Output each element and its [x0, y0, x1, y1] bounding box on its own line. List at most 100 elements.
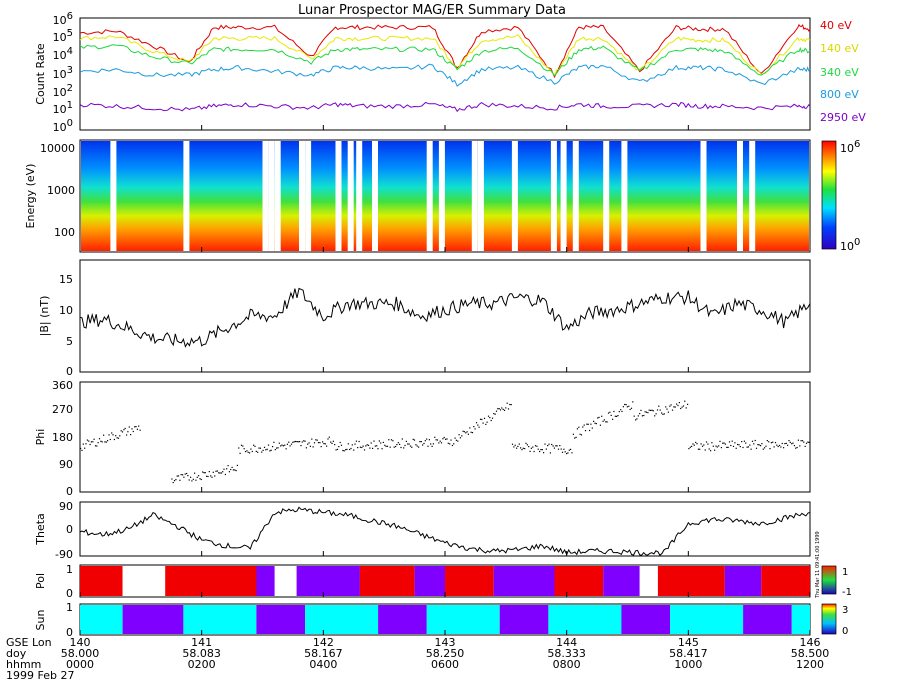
phi-point — [124, 427, 126, 430]
phi-point — [366, 444, 368, 446]
spectrogram-gap-12 — [438, 141, 445, 251]
phi-point — [749, 444, 751, 446]
ytick-exp: 3 — [67, 65, 73, 76]
phi-point — [184, 473, 186, 475]
theta-line — [79, 506, 811, 557]
phi-point — [359, 446, 361, 448]
sun-block-7 — [499, 605, 549, 634]
xtick-lon: 144 — [556, 636, 577, 649]
phi-point — [745, 442, 747, 444]
phi-point — [553, 447, 555, 449]
phi-point — [563, 448, 565, 450]
phi-point — [282, 445, 284, 447]
phi-point — [723, 442, 725, 444]
ytick-exp: 2 — [67, 83, 73, 94]
phi-point — [328, 436, 330, 438]
phi-point — [489, 417, 491, 419]
phi-point — [301, 441, 303, 443]
phi-point — [214, 475, 216, 477]
phi-ytick: 180 — [52, 431, 73, 444]
phi-point — [280, 445, 282, 447]
phi-point — [135, 426, 137, 428]
phi-point — [765, 445, 767, 447]
phi-point — [415, 444, 417, 446]
phi-point — [230, 468, 232, 471]
phi-point — [561, 451, 564, 453]
phi-point — [682, 405, 685, 407]
phi-point — [377, 448, 379, 450]
theta-panel — [79, 501, 811, 557]
phi-point — [693, 444, 695, 446]
phi-point — [714, 449, 716, 451]
phi-point — [243, 448, 245, 450]
phi-point — [567, 452, 569, 454]
phi-point — [403, 447, 405, 449]
phi-point — [232, 469, 234, 471]
theta-ytick: 0 — [66, 523, 73, 536]
phi-point — [222, 471, 224, 473]
theta-ylabel: Theta — [34, 513, 47, 546]
phi-point — [202, 471, 204, 473]
phi-point — [676, 403, 678, 405]
sun-colorbar-tick: 3 — [842, 605, 848, 616]
phi-point — [625, 404, 627, 406]
phi-point — [602, 420, 604, 422]
phi-point — [658, 405, 660, 407]
phi-point — [126, 434, 128, 436]
phi-point — [680, 407, 682, 410]
phi-point — [654, 415, 656, 417]
phi-point — [267, 444, 270, 446]
phi-point — [438, 442, 440, 444]
xtick-hhmm: 0800 — [553, 658, 581, 671]
phi-point — [258, 447, 260, 449]
phi-point — [121, 431, 124, 433]
phi-point — [284, 444, 286, 446]
phi-point — [274, 449, 276, 451]
legend-40ev: 40 eV — [820, 19, 852, 32]
phi-point — [247, 451, 249, 453]
phi-point — [804, 445, 806, 447]
count-rate-line-2 — [79, 44, 811, 77]
phi-point — [304, 440, 306, 442]
phi-point — [182, 474, 184, 476]
phi-point — [335, 449, 337, 451]
phi-point — [108, 434, 110, 436]
phi-point — [134, 426, 136, 428]
sun-ytick: 0 — [66, 626, 73, 639]
phi-point — [799, 445, 801, 447]
phi-point — [104, 441, 106, 443]
phi-point — [591, 427, 593, 429]
phi-point — [172, 481, 174, 484]
pol-block-13 — [657, 566, 725, 596]
spectrogram-gap-1 — [183, 141, 190, 251]
ytick-exp: 0 — [67, 118, 73, 129]
phi-point — [119, 435, 121, 437]
phi-point — [637, 415, 639, 417]
phi-point — [412, 438, 414, 440]
phi-point — [478, 426, 480, 428]
phi-point — [741, 441, 743, 443]
plot-layer — [79, 23, 811, 634]
phi-point — [800, 440, 802, 442]
phi-point — [695, 441, 697, 443]
phi-point — [392, 440, 394, 442]
phi-point — [696, 443, 698, 445]
phi-point — [400, 446, 402, 449]
phi-point — [266, 448, 268, 450]
phi-point — [115, 435, 117, 437]
phi-point — [276, 447, 278, 449]
phi-point — [196, 476, 198, 478]
spectrogram-gap-8 — [347, 141, 354, 251]
phi-point — [606, 421, 608, 423]
phi-point — [89, 443, 91, 446]
phi-point — [670, 404, 672, 406]
count-rate-line-4 — [79, 101, 811, 113]
x-tick-labels: 14058.000000014158.083020014258.16704001… — [61, 125, 829, 671]
phi-point — [792, 442, 794, 444]
xtick-hhmm: 0600 — [431, 658, 459, 671]
phi-point — [131, 428, 133, 430]
phi-point — [502, 408, 504, 410]
phi-point — [465, 432, 467, 434]
phi-point — [708, 448, 710, 450]
phi-point — [336, 448, 339, 450]
